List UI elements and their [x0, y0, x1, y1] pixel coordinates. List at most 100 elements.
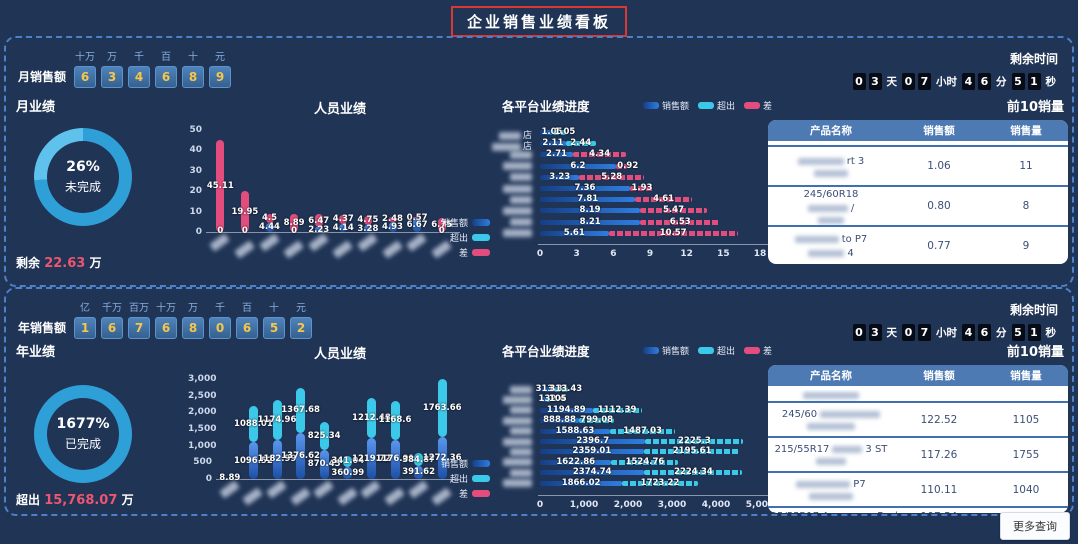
bar-sales[interactable]: [540, 480, 623, 486]
bar-sales[interactable]: [540, 439, 646, 444]
legend-item-diff[interactable]: 差: [743, 99, 772, 112]
bar-sales[interactable]: [363, 225, 372, 232]
bar-sales[interactable]: [540, 219, 641, 225]
bar-sales[interactable]: [366, 438, 376, 479]
legend-item-sales[interactable]: 销售额: [642, 99, 689, 112]
bar-sales[interactable]: [540, 459, 612, 465]
more-query-button[interactable]: 更多查询: [1000, 512, 1070, 540]
bar-over[interactable]: [414, 453, 424, 466]
bar-sales[interactable]: [540, 197, 636, 203]
legend-item-diff[interactable]: 差: [438, 246, 490, 259]
bar-sales[interactable]: [314, 227, 323, 232]
bar-diff[interactable]: [265, 213, 274, 223]
bar-diff[interactable]: [216, 139, 225, 232]
bar-diff[interactable]: [339, 214, 348, 224]
bar-over[interactable]: [437, 379, 447, 437]
bar-diff[interactable]: [290, 213, 299, 232]
bar-sales[interactable]: [540, 397, 546, 403]
bar-sales[interactable]: [265, 222, 274, 232]
bar-over[interactable]: [343, 455, 353, 467]
footer-prefix: 超出: [16, 493, 41, 507]
legend-item-sales[interactable]: 销售额: [438, 457, 490, 470]
bar-over[interactable]: [545, 397, 551, 403]
bar-over[interactable]: [248, 406, 258, 443]
legend-item-sales[interactable]: 销售额: [642, 344, 689, 357]
bar-sales[interactable]: [540, 418, 580, 424]
bar-over[interactable]: [272, 400, 282, 440]
bar-sales[interactable]: [248, 442, 258, 479]
bar-sales[interactable]: [540, 428, 610, 434]
legend-item-sales[interactable]: 销售额: [438, 216, 490, 229]
legend-item-over[interactable]: 超出: [438, 231, 490, 244]
bar-sales[interactable]: [296, 433, 306, 479]
bar-over[interactable]: [552, 130, 566, 135]
bar-sales[interactable]: [339, 223, 348, 232]
bar-diff[interactable]: [615, 163, 627, 169]
bar-sales[interactable]: [414, 465, 424, 479]
legend-item-over[interactable]: 超出: [697, 99, 735, 112]
product-name-text: 4: [847, 247, 854, 259]
bar-diff[interactable]: [314, 214, 323, 228]
bar-over[interactable]: [390, 400, 400, 440]
bar-diff[interactable]: [413, 217, 422, 219]
bar-sales[interactable]: [343, 466, 353, 479]
bar-sales[interactable]: [272, 439, 282, 479]
bar-over[interactable]: [296, 387, 306, 434]
legend-item-diff[interactable]: 差: [438, 487, 490, 500]
bar-diff[interactable]: [635, 197, 692, 203]
bar-over[interactable]: [579, 418, 615, 424]
bar-diff[interactable]: [608, 230, 738, 236]
bar-over[interactable]: [565, 141, 596, 147]
bar-diff[interactable]: [363, 215, 372, 226]
yearly-donut-chart[interactable]: 1677% 已完成: [34, 385, 132, 483]
bar-sales[interactable]: [540, 208, 641, 214]
product-name-text: /: [850, 202, 855, 214]
counter-digit: 6: [101, 317, 124, 339]
bar-sales[interactable]: [319, 449, 329, 479]
bar-diff[interactable]: [579, 174, 644, 180]
bar-over[interactable]: [645, 439, 744, 444]
row-label-redacted: [492, 218, 532, 228]
bar-sales[interactable]: [540, 163, 616, 169]
bar-sales[interactable]: [540, 449, 644, 455]
legend-label: 超出: [449, 234, 468, 244]
legend-item-over[interactable]: 超出: [438, 472, 490, 485]
bar-sales[interactable]: [540, 152, 574, 158]
bar-diff[interactable]: [640, 219, 721, 225]
bar-sales[interactable]: [388, 221, 397, 232]
bar-diff[interactable]: [640, 208, 707, 214]
bar-sales[interactable]: [540, 141, 566, 147]
bar-over[interactable]: [622, 480, 698, 486]
bar-over[interactable]: [643, 449, 741, 455]
bar-sales[interactable]: [540, 186, 630, 191]
bar-value-label: 870.45: [307, 459, 341, 470]
bar-sales[interactable]: [540, 174, 580, 180]
bar-diff[interactable]: [629, 186, 654, 191]
bar-sales[interactable]: [540, 387, 554, 392]
product-name-line: 4: [808, 247, 854, 259]
bar-over[interactable]: [609, 428, 676, 434]
legend-item-over[interactable]: 超出: [697, 344, 735, 357]
bar-sales[interactable]: [540, 407, 593, 413]
bar-over[interactable]: [366, 397, 376, 439]
countdown-digit: 7: [918, 73, 931, 90]
countdown-digits: 0 3 天 0 7 小时 4 6 分 5 1 秒: [850, 324, 1059, 341]
legend-item-diff[interactable]: 差: [743, 344, 772, 357]
bar-sales[interactable]: [540, 230, 609, 236]
bar-diff[interactable]: [573, 152, 627, 158]
bar-sales[interactable]: [540, 470, 645, 476]
bar-sales[interactable]: [437, 436, 447, 479]
bar-diff[interactable]: [388, 216, 397, 222]
bar-diff[interactable]: [240, 191, 249, 232]
bar-over[interactable]: [611, 459, 679, 465]
bar-value-label: 2.44: [570, 138, 592, 149]
bar-over[interactable]: [553, 387, 568, 392]
bar-sales[interactable]: [413, 218, 422, 232]
bar-sales[interactable]: [540, 130, 553, 135]
bar-sales[interactable]: [390, 439, 400, 479]
bar-diff[interactable]: [437, 218, 446, 232]
bar-over[interactable]: [592, 407, 642, 413]
bar-over[interactable]: [319, 422, 329, 450]
monthly-donut-chart[interactable]: 26% 未完成: [34, 128, 132, 226]
bar-over[interactable]: [644, 470, 743, 476]
